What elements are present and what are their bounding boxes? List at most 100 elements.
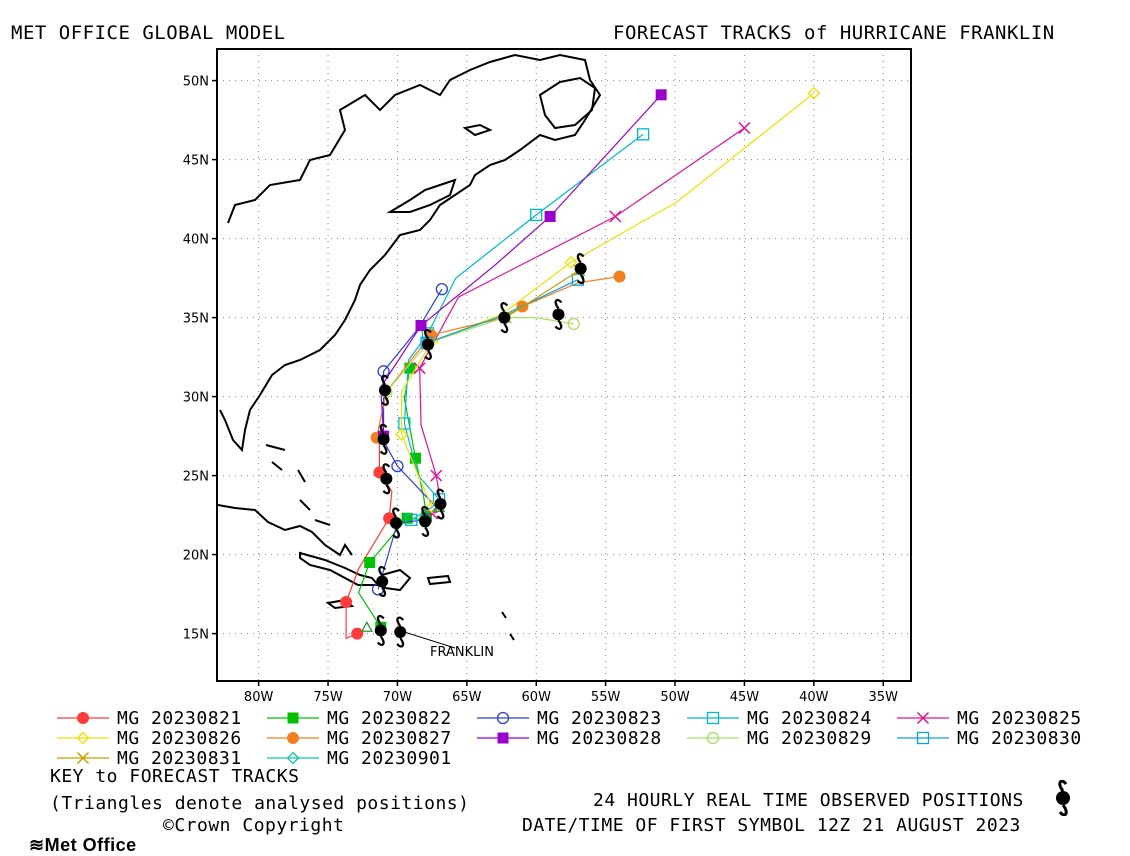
x-tick-label: 40W: [799, 690, 829, 705]
observed-position: [390, 507, 403, 539]
legend-label: MG 20230831: [117, 747, 242, 769]
track-line: [376, 275, 620, 438]
x-tick-label: 55W: [591, 690, 621, 705]
legend-item: MG 20230825: [895, 707, 1082, 729]
coastline-jamaica: [325, 598, 355, 610]
legend-swatch: [687, 711, 739, 725]
legend-item: MG 20230821: [55, 707, 242, 729]
observed-position: [421, 328, 434, 360]
waves-icon: ≋: [29, 835, 45, 855]
coastline-pei: [462, 123, 493, 137]
track-mg-20230831: [499, 264, 586, 324]
coastline: [217, 53, 602, 641]
x-tick-label: 80W: [244, 690, 274, 705]
legend-label: MG 20230825: [957, 707, 1082, 729]
track-mg-20230828: [378, 89, 667, 442]
y-tick-label: 35N: [183, 312, 209, 327]
track-mg-20230829: [380, 311, 580, 399]
analysed-point: [360, 620, 374, 632]
legend-item: MG 20230901: [265, 747, 452, 769]
legend-label: MG 20230824: [747, 707, 872, 729]
y-tick-label: 15N: [183, 628, 209, 643]
track-point: [391, 459, 404, 473]
track-mg-20230821: [340, 431, 396, 640]
coastline-newfoundland: [538, 76, 597, 130]
y-tick-label: 45N: [183, 154, 209, 169]
track-point: [351, 627, 364, 640]
legend-item: MG 20230830: [895, 727, 1082, 749]
legend-swatch: [57, 751, 109, 765]
track-point: [738, 121, 751, 135]
y-tick-label: 30N: [183, 391, 209, 406]
observed-position: [380, 463, 393, 495]
x-tick-label: 65W: [452, 690, 482, 705]
axis-tick-labels: 80W 75W 70W 65W 60W 55W 50W 45W 40W 35W 50N 45N 40N 3…: [183, 75, 898, 705]
legend-label: MG 20230827: [327, 727, 452, 749]
key-title: KEY to FORECAST TRACKS: [50, 766, 300, 787]
observed-position: [434, 488, 447, 520]
observed-label: 24 HOURLY REAL TIME OBSERVED POSITIONS: [593, 790, 1024, 811]
legend-swatch: [57, 712, 109, 724]
legend-item: MG 20230822: [265, 707, 452, 729]
observed-position: [374, 614, 387, 646]
legend-swatch: [897, 711, 949, 725]
legend-swatch: [267, 732, 319, 744]
coastline-cuba: [299, 551, 381, 586]
observed-position: [574, 253, 587, 285]
track-line: [505, 269, 580, 319]
legend-swatch: [897, 731, 949, 745]
coastline-north-america: [219, 53, 602, 453]
y-tick-label: 40N: [183, 233, 209, 248]
x-tick-label: 60W: [522, 690, 552, 705]
observed-position: [394, 616, 407, 648]
legend-label: MG 20230821: [117, 707, 242, 729]
legend-swatch: [267, 751, 319, 765]
observed-position: [419, 505, 432, 537]
track-point: [340, 596, 353, 608]
key-note: (Triangles denote analysed positions): [50, 793, 470, 814]
track-line: [403, 133, 644, 521]
chart-title: FORECAST TRACKS of HURRICANE FRANKLIN: [613, 22, 1055, 44]
legend-swatch: [267, 712, 319, 724]
track-point: [655, 89, 667, 101]
x-tick-label: 45W: [730, 690, 760, 705]
track-mg-20230826: [395, 86, 821, 514]
legend-label: MG 20230901: [327, 747, 452, 769]
legend-swatch: [477, 732, 529, 744]
coastline-lesser-antilles: [501, 611, 515, 641]
coastline-nova-scotia: [386, 178, 457, 213]
legend-label: MG 20230823: [537, 707, 662, 729]
coastline-bahamas: [265, 444, 331, 526]
forecast-tracks: [340, 86, 821, 640]
coastline-puerto-rico: [426, 574, 452, 586]
track-point: [409, 452, 421, 464]
track-point: [544, 210, 556, 222]
legend-label: MG 20230828: [537, 727, 662, 749]
legend-item: MG 20230823: [475, 707, 662, 729]
track-line: [401, 92, 815, 508]
model-title: MET OFFICE GLOBAL MODEL: [11, 22, 286, 44]
coastline-gulf: [217, 504, 353, 557]
track-point: [415, 320, 427, 331]
legend-label: MG 20230822: [327, 707, 452, 729]
track-point: [395, 428, 409, 441]
met-office-logo: ≋Met Office: [29, 835, 137, 855]
track-point: [401, 512, 413, 524]
track-point: [567, 317, 580, 331]
observed-positions: [374, 253, 587, 648]
legend-item: MG 20230827: [265, 727, 452, 749]
track-point: [405, 513, 418, 526]
legend-label: MG 20230830: [957, 727, 1082, 749]
legend-item: MG 20230826: [55, 727, 242, 749]
legend-item: MG 20230824: [685, 707, 872, 729]
observed-position: [552, 298, 565, 330]
hurricane-icon: [1056, 780, 1070, 816]
x-tick-label: 50W: [660, 690, 690, 705]
x-tick-label: 70W: [383, 690, 413, 705]
legend-item: MG 20230831: [55, 747, 242, 769]
legend-item: MG 20230828: [475, 727, 662, 749]
datetime-label: DATE/TIME OF FIRST SYMBOL 12Z 21 AUGUST …: [522, 815, 1021, 836]
observed-position: [498, 302, 511, 334]
legend-label: MG 20230829: [747, 727, 872, 749]
